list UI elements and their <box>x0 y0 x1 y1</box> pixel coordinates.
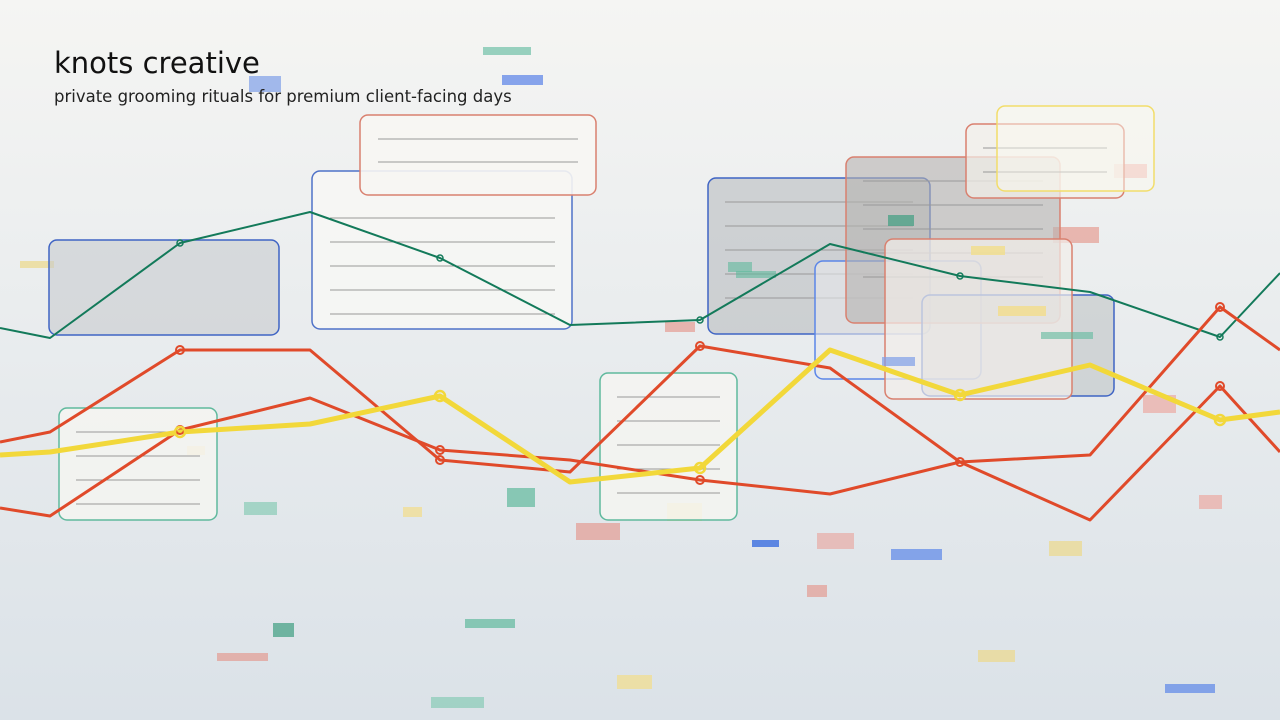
lines <box>0 211 1280 522</box>
subtitle: private grooming rituals for premium cli… <box>54 87 512 106</box>
title: knots creative <box>54 46 260 80</box>
cards <box>48 105 1155 521</box>
